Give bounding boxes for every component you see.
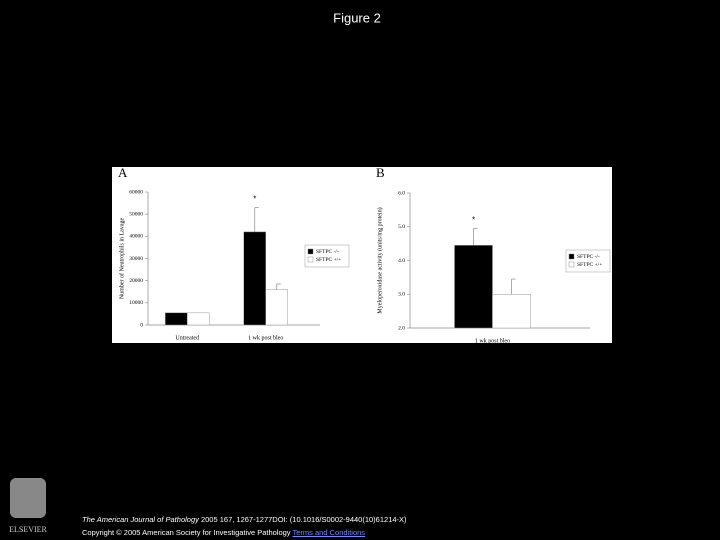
y-axis-label: Number of Neutrophils in Lavage: [118, 218, 125, 300]
y-tick-label: 10000: [129, 300, 143, 306]
logo-text: ELSEVIER: [9, 525, 47, 534]
logo-tree: [10, 478, 46, 518]
y-tick-label: 0: [140, 322, 143, 328]
slide-title: Figure 2: [333, 10, 381, 25]
y-tick-label: 3.0: [398, 292, 405, 298]
bar: [165, 312, 188, 326]
y-tick-label: 2.0: [398, 325, 405, 331]
panel-label: B: [376, 165, 385, 180]
significance-mark: *: [472, 216, 475, 225]
bar: [265, 289, 288, 326]
bar: [454, 245, 493, 329]
y-tick-label: 40000: [129, 234, 143, 240]
logo: ELSEVIER: [9, 478, 48, 534]
legend-label: SFTPC +/+: [316, 257, 341, 263]
citation-text: 2005 167, 1267-1277DOI: (10.1016/S0002-9…: [200, 515, 407, 524]
x-tick-label: Untreated: [175, 335, 199, 341]
copyright-line: Copyright © 2005 American Society for In…: [82, 528, 365, 537]
legend-swatch: [568, 253, 575, 260]
legend-label: SFTPC -/-: [577, 254, 600, 260]
legend-label: SFTPC +/+: [577, 262, 602, 268]
copyright: Copyright © 2005 American Society for In…: [82, 528, 291, 537]
y-tick-label: 6.0: [398, 190, 405, 196]
legend-swatch: [307, 256, 314, 263]
y-tick-label: 60000: [129, 189, 143, 195]
y-tick-label: 5.0: [398, 224, 405, 230]
journal: The American Journal of Pathology: [82, 515, 199, 524]
bar: [187, 312, 210, 326]
bar: [243, 231, 266, 326]
terms-link[interactable]: Terms and Conditions: [292, 528, 366, 537]
y-tick-label: 20000: [129, 278, 143, 284]
legend-label: SFTPC -/-: [316, 249, 339, 255]
legend-swatch: [568, 261, 575, 268]
y-axis-label: Myeloperoxidase activity (units/mg prote…: [376, 207, 383, 313]
x-tick-label: 1 wk post bleo: [248, 335, 283, 341]
legend-box: [565, 249, 611, 273]
y-tick-label: 4.0: [398, 258, 405, 264]
citation: The American Journal of Pathology 2005 1…: [82, 515, 407, 524]
significance-mark: *: [253, 195, 256, 204]
x-tick-label: 1 wk post bleo: [475, 338, 510, 344]
bar: [492, 294, 531, 329]
y-tick-label: 50000: [129, 211, 143, 217]
panel-label: A: [118, 165, 128, 180]
y-tick-label: 30000: [129, 256, 143, 262]
legend-swatch: [307, 248, 314, 255]
legend-box: [304, 244, 350, 268]
